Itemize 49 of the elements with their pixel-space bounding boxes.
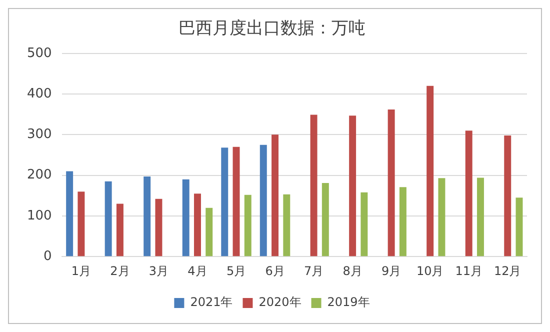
x-tick-label: 1月: [71, 264, 92, 278]
x-tick-label: 11月: [455, 264, 482, 278]
x-tick-label: 6月: [265, 264, 285, 278]
bar: [438, 178, 446, 256]
x-tick-label: 10月: [416, 264, 444, 278]
bar: [260, 144, 267, 256]
x-tick-label: 3月: [148, 264, 169, 278]
bar: [144, 176, 151, 256]
bar: [349, 116, 356, 256]
bar: [78, 192, 85, 256]
x-tick-label: 12月: [494, 264, 522, 278]
bar: [283, 194, 290, 256]
bar: [476, 178, 484, 256]
bar: [182, 179, 190, 256]
bar: [310, 114, 318, 256]
bar: [104, 181, 112, 256]
bar: [232, 146, 240, 256]
legend-label: 2020年: [258, 295, 302, 310]
bar: [426, 86, 434, 256]
y-tick-label: 100: [26, 208, 52, 224]
bar: [399, 187, 406, 256]
bar: [116, 204, 124, 256]
x-tick-label: 7月: [304, 264, 324, 278]
chart-title: 巴西月度出口数据：万吨: [178, 18, 366, 39]
bar: [465, 130, 472, 256]
bar: [206, 208, 213, 256]
y-tick-label: 300: [26, 127, 52, 142]
bar: [244, 194, 252, 256]
y-tick-label: 400: [26, 86, 52, 102]
x-tick-label: 9月: [382, 264, 402, 278]
bar: [360, 192, 368, 256]
y-tick-label: 0: [44, 248, 52, 264]
x-tick-label: 8月: [342, 264, 362, 278]
x-tick-label: 4月: [188, 264, 208, 278]
bar: [322, 183, 329, 256]
bar: [66, 171, 74, 256]
bar: [516, 198, 523, 256]
legend-label: 2019年: [327, 295, 370, 310]
bar: [155, 198, 162, 256]
bar: [194, 194, 201, 256]
bar: [388, 109, 395, 256]
y-tick-label: 500: [26, 46, 52, 61]
bar: [221, 148, 228, 256]
x-tick-label: 2月: [110, 264, 130, 278]
bar: [504, 135, 512, 256]
legend-label: 2021年: [190, 295, 233, 310]
y-tick-label: 200: [26, 168, 52, 183]
x-tick-label: 5月: [226, 264, 246, 278]
bar: [272, 134, 279, 256]
